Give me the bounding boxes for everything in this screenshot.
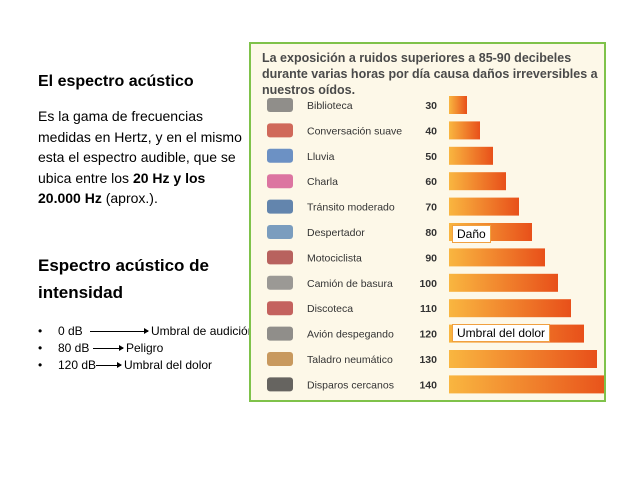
letters-icon: [267, 174, 293, 189]
bar: [449, 121, 480, 140]
value-label: 90: [425, 252, 437, 264]
annotation-dano: Daño: [452, 225, 491, 243]
category-label: Motociclista: [307, 252, 362, 264]
value-label: 70: [425, 202, 437, 214]
bullet-dot: •: [38, 358, 43, 372]
az-letters-icon: [267, 123, 293, 138]
bar: [449, 96, 467, 114]
arrow-icon: [96, 362, 122, 368]
annotation-umbral-dolor: Umbral del dolor: [452, 324, 551, 342]
value-label: 30: [425, 100, 437, 112]
value-label: 140: [419, 379, 437, 391]
value-label: 120: [419, 329, 437, 341]
music-notes-icon: [267, 301, 293, 316]
bullet-level: 0 dB: [58, 324, 83, 338]
category-label: Camión de basura: [307, 278, 393, 290]
value-label: 100: [419, 278, 437, 290]
value-label: 60: [425, 176, 437, 188]
drill-icon: [267, 352, 293, 366]
bullet-level: 80 dB: [58, 341, 90, 355]
category-label: Tránsito moderado: [307, 202, 395, 214]
category-label: Lluvia: [307, 151, 335, 163]
alarm-clock-icon: [267, 225, 293, 239]
description-paragraph: Es la gama de frecuencias medidas en Her…: [38, 106, 243, 209]
panel-title: La exposición a ruidos superiores a 85-9…: [262, 51, 598, 97]
airplane-icon: [267, 326, 293, 341]
category-label: Despertador: [307, 227, 365, 239]
heading-intensidad: Espectro acústico de intensidad: [38, 256, 210, 302]
bar: [449, 350, 597, 368]
value-label: 80: [425, 227, 437, 239]
value-label: 110: [420, 303, 437, 315]
arrow-icon: [90, 328, 149, 334]
bullet-desc: Umbral del dolor: [124, 358, 213, 372]
bar: [449, 146, 493, 165]
bullet-desc: Umbral de audición: [151, 324, 255, 338]
bullet-desc: Peligro: [126, 341, 164, 355]
bar: [449, 248, 545, 267]
category-label: Discoteca: [307, 303, 353, 315]
value-label: 130: [419, 354, 437, 366]
noise-chart-panel: La exposición a ruidos superiores a 85-9…: [249, 42, 606, 402]
para-text-1: Es la gama de frecuencias medidas en Her…: [38, 108, 242, 186]
category-label: Charla: [307, 176, 338, 188]
book-icon: [267, 98, 293, 112]
gun-icon: [267, 377, 293, 392]
bar: [449, 273, 558, 292]
motorcycle-icon: [267, 250, 293, 265]
car-icon: [267, 199, 293, 214]
bar: [449, 172, 506, 191]
category-label: Disparos cercanos: [307, 379, 394, 391]
rain-icon: [267, 148, 293, 163]
bar: [449, 197, 519, 216]
arrow-icon: [93, 345, 124, 351]
category-label: Taladro neumático: [307, 354, 393, 366]
bullet-dot: •: [38, 341, 43, 355]
truck-icon: [267, 275, 293, 290]
value-label: 40: [425, 125, 437, 137]
bar: [449, 375, 604, 394]
para-text-2: (aprox.).: [101, 190, 158, 206]
category-label: Biblioteca: [307, 100, 353, 112]
category-label: Conversación suave: [307, 125, 402, 137]
category-label: Avión despegando: [307, 329, 394, 341]
value-label: 50: [425, 151, 437, 163]
noise-bar-chart: Biblioteca 30 Conversación suave 40 Lluvia 50…: [267, 96, 604, 394]
para-text-bold: 20 Hz y los 20.000 Hz: [38, 169, 206, 207]
bullet-level: 120 dB: [58, 358, 97, 372]
heading-espectro-acustico: El espectro acústico: [38, 73, 194, 90]
bar: [449, 299, 571, 318]
bullet-dot: •: [38, 324, 43, 338]
